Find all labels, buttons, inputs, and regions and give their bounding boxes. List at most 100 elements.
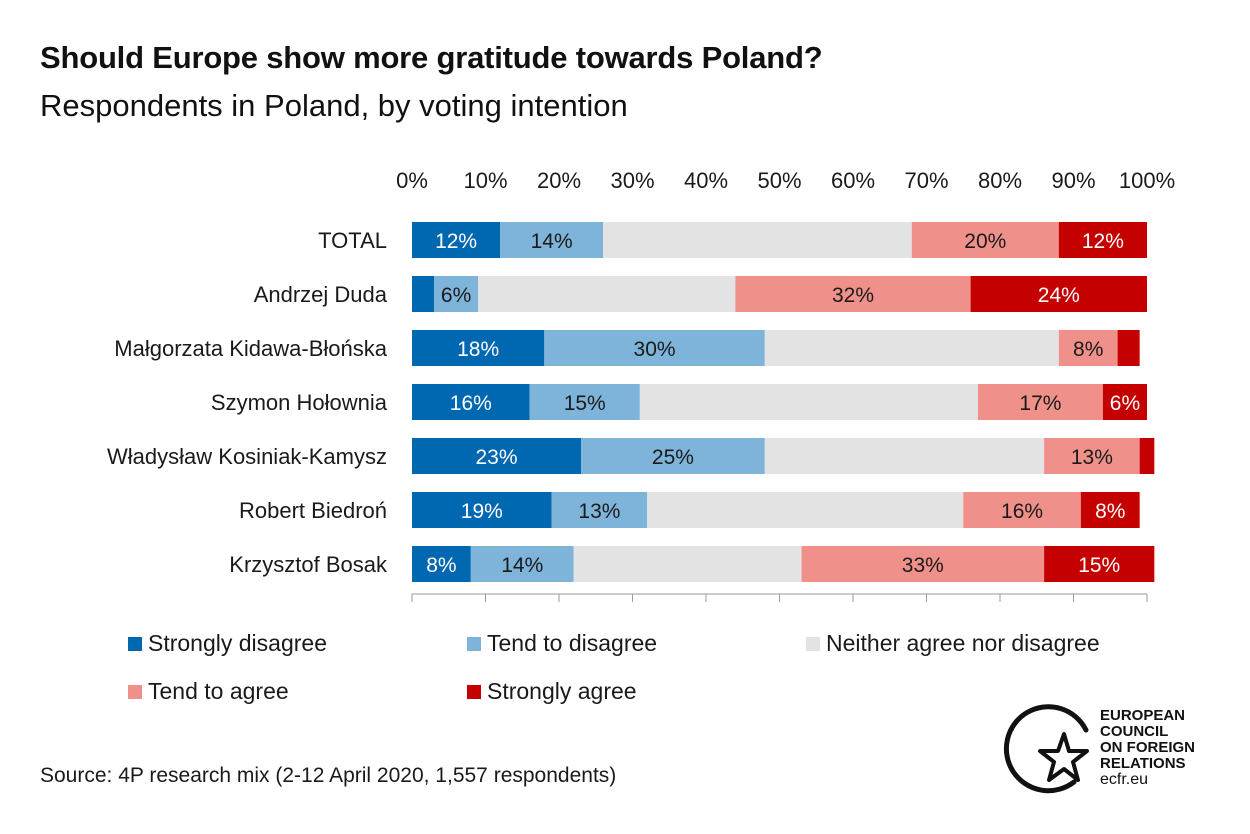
data-label: 14% [501,554,543,577]
bar-strongly-agree [1058,222,1147,258]
x-tick-label: 80% [978,168,1022,193]
data-label: 15% [1078,554,1120,577]
data-label: 23% [476,446,518,469]
data-label: 8% [426,554,456,577]
bar-neither-agree-nor-disagree [603,222,912,258]
data-label: 15% [564,392,606,415]
category-label: Szymon Hołownia [211,390,388,415]
bar-strongly-disagree [412,546,471,582]
data-label: 8% [1073,338,1103,361]
x-tick-label: 40% [684,168,728,193]
data-label: 33% [902,554,944,577]
bar-tend-to-disagree [581,438,765,474]
x-tick-label: 20% [537,168,581,193]
legend-swatch-neither [806,636,820,651]
bar-strongly-agree [970,276,1147,312]
chart-subtitle: Respondents in Poland, by voting intenti… [40,88,628,123]
data-label: 12% [435,230,477,253]
bar-neither-agree-nor-disagree [639,384,978,420]
legend-item-tend-to-agree: Tend to agree [128,678,289,705]
data-label: 19% [461,500,503,523]
data-label: 30% [634,338,676,361]
data-label: 13% [1071,446,1113,469]
x-tick-label: 90% [1051,168,1095,193]
bar-strongly-agree [1080,492,1140,528]
bar-tend-to-disagree [470,546,574,582]
bar-strongly-disagree [412,330,545,366]
bar-strongly-agree [1139,438,1155,474]
bar-strongly-disagree [412,222,501,258]
category-label: TOTAL [318,228,387,253]
x-tick-label: 30% [610,168,654,193]
data-label: 12% [1082,230,1124,253]
category-label: Robert Biedroń [239,498,387,523]
bar-tend-to-agree [801,546,1045,582]
data-label: 14% [531,230,573,253]
category-label: Andrzej Duda [254,282,388,307]
logo-url[interactable]: ecfr.eu [1100,771,1149,788]
legend-swatch-tend-to-disagree [467,636,481,651]
legend-label-strongly-agree: Strongly agree [487,678,637,704]
data-label: 16% [450,392,492,415]
bar-tend-to-disagree [434,276,479,312]
source-note: Source: 4P research mix (2-12 April 2020… [40,764,617,787]
data-label: 32% [832,284,874,307]
x-tick-label: 50% [757,168,801,193]
bar-tend-to-agree [1058,330,1118,366]
bar-tend-to-agree [963,492,1081,528]
legend-item-strongly-agree: Strongly agree [467,678,637,705]
legend-label-strongly-disagree: Strongly disagree [148,630,327,656]
data-label: 20% [964,230,1006,253]
legend-item-neither: Neither agree nor disagree [806,630,1100,657]
legend-label-tend-to-disagree: Tend to disagree [487,630,658,656]
legend-swatch-strongly-agree [467,684,481,699]
bar-tend-to-disagree [529,384,640,420]
bar-tend-to-agree [977,384,1103,420]
bar-neither-agree-nor-disagree [764,438,1045,474]
bar-neither-agree-nor-disagree [478,276,736,312]
legend-label-neither: Neither agree nor disagree [826,630,1100,656]
category-label: Władysław Kosiniak-Kamysz [107,444,387,469]
data-label: 13% [578,500,620,523]
bar-tend-to-agree [735,276,971,312]
bar-tend-to-agree [911,222,1059,258]
x-tick-label: 0% [396,168,428,193]
category-label: Krzysztof Bosak [229,552,388,577]
data-label: 24% [1038,284,1080,307]
logo-line: RELATIONS [1100,755,1186,772]
logo-line: ON FOREIGN [1100,739,1196,756]
ecfr-star-logo-icon [1003,704,1089,794]
data-label: 6% [441,284,471,307]
logo-line: COUNCIL [1100,723,1169,740]
x-tick-label: 60% [831,168,875,193]
bar-tend-to-disagree [500,222,604,258]
data-label: 6% [1110,392,1140,415]
legend-item-strongly-disagree: Strongly disagree [128,630,327,657]
legend-swatch-tend-to-agree [128,684,142,699]
bar-neither-agree-nor-disagree [764,330,1059,366]
data-label: 17% [1019,392,1061,415]
x-tick-label: 10% [463,168,507,193]
data-label: 25% [652,446,694,469]
bar-strongly-disagree [412,276,435,312]
data-label: 18% [457,338,499,361]
bar-neither-agree-nor-disagree [647,492,964,528]
bar-strongly-disagree [412,438,582,474]
bar-neither-agree-nor-disagree [573,546,802,582]
bar-tend-to-agree [1044,438,1140,474]
bar-strongly-disagree [412,384,530,420]
category-label: Małgorzata Kidawa-Błońska [114,336,387,361]
bar-tend-to-disagree [551,492,648,528]
data-label: 8% [1095,500,1125,523]
legend-item-tend-to-disagree: Tend to disagree [467,630,657,657]
x-tick-label: 70% [904,168,948,193]
data-label: 16% [1001,500,1043,523]
bar-strongly-agree [1117,330,1140,366]
legend-label-tend-to-agree: Tend to agree [148,678,289,704]
ecfr-logo-text: EUROPEAN COUNCIL ON FOREIGN RELATIONS ec… [1100,708,1195,788]
bar-strongly-disagree [412,492,552,528]
legend-swatch-strongly-disagree [128,636,142,651]
bar-strongly-agree [1102,384,1147,420]
